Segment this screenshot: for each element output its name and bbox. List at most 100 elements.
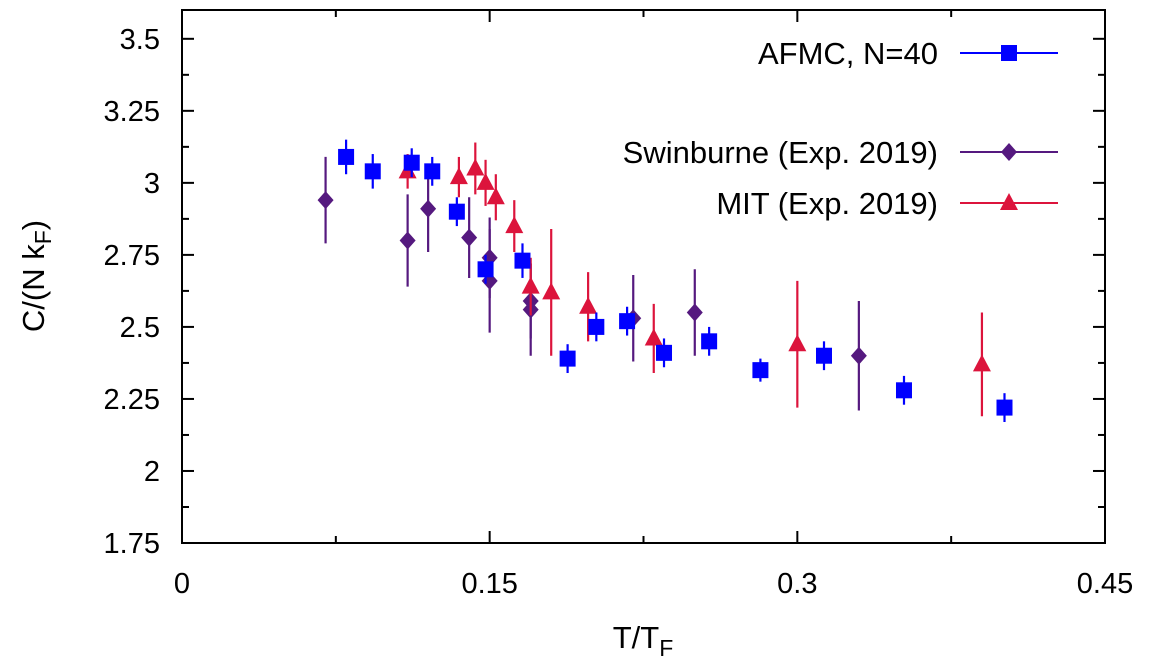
data-point — [542, 228, 561, 356]
data-series — [317, 139, 1013, 422]
point-marker — [420, 199, 437, 218]
data-point — [788, 280, 807, 408]
x-tick-label: 0.15 — [461, 568, 517, 600]
y-tick-label: 1.75 — [104, 528, 160, 560]
data-point — [850, 300, 867, 411]
data-point — [486, 174, 505, 221]
axis-ticks — [181, 10, 1106, 544]
point-marker — [752, 362, 769, 379]
x-tick-labels: 0 0.15 0.3 0.45 — [174, 568, 1133, 600]
legend: AFMC, N=40 Swinburne (Exp. 2019) MIT (Exp.… — [623, 36, 1058, 221]
y-tick-label: 3.5 — [120, 24, 160, 56]
data-point — [461, 197, 478, 278]
point-marker — [486, 187, 505, 205]
point-marker — [996, 399, 1013, 416]
data-point — [399, 194, 416, 287]
legend-marker — [1000, 193, 1018, 210]
legend-label: Swinburne (Exp. 2019) — [623, 135, 938, 170]
legend-item: Swinburne (Exp. 2019) — [623, 135, 1058, 170]
point-marker — [399, 231, 416, 250]
data-point — [521, 257, 540, 316]
point-marker — [619, 313, 636, 330]
point-marker — [364, 163, 381, 180]
point-marker — [514, 252, 531, 269]
y-axis-title-close: ) — [16, 220, 51, 230]
point-marker — [338, 148, 355, 165]
point-marker — [461, 228, 478, 247]
legend-marker — [1001, 45, 1017, 61]
data-point — [972, 312, 991, 417]
legend-label: MIT (Exp. 2019) — [716, 186, 938, 221]
y-tick-labels: 1.75 2 2.25 2.5 2.75 3 3.25 3.5 — [104, 24, 160, 560]
data-point — [338, 139, 355, 175]
y-tick-label: 3.25 — [104, 96, 160, 128]
data-point — [476, 159, 495, 206]
x-axis-title: T/TF — [613, 620, 674, 661]
data-point — [644, 303, 663, 374]
legend-item: MIT (Exp. 2019) — [716, 186, 1058, 221]
point-marker — [815, 347, 832, 364]
legend-label: AFMC, N=40 — [758, 36, 938, 71]
point-marker — [521, 276, 540, 294]
y-tick-label: 2.5 — [120, 312, 160, 344]
data-point — [619, 306, 636, 336]
point-marker — [449, 167, 468, 185]
data-point — [996, 393, 1013, 422]
data-point — [514, 243, 531, 278]
point-marker — [850, 346, 867, 365]
point-marker — [403, 154, 420, 171]
data-point — [420, 165, 437, 253]
point-marker — [476, 172, 495, 190]
data-point — [656, 338, 673, 368]
point-marker — [788, 334, 807, 352]
data-point — [424, 156, 441, 186]
data-point — [701, 326, 718, 356]
plot-frame — [181, 9, 1106, 544]
point-marker — [466, 158, 485, 176]
y-axis-title-sub: F — [30, 230, 56, 244]
y-tick-label: 3 — [144, 168, 160, 200]
point-marker — [656, 344, 673, 361]
data-point — [505, 200, 524, 253]
data-point — [317, 156, 334, 244]
data-point — [752, 358, 769, 382]
legend-marker — [1001, 143, 1017, 161]
data-point — [364, 154, 381, 189]
point-marker — [317, 191, 334, 210]
point-marker — [701, 333, 718, 350]
y-tick-label: 2 — [144, 456, 160, 488]
data-point — [481, 228, 498, 333]
x-axis-title-sub: F — [659, 635, 673, 661]
data-point — [579, 272, 598, 342]
data-point — [477, 254, 494, 284]
y-axis-title-main: C/(N k — [16, 244, 51, 332]
data-point — [448, 197, 465, 227]
data-point — [815, 341, 832, 371]
point-marker — [579, 296, 598, 314]
y-tick-label: 2.25 — [104, 384, 160, 416]
point-marker — [448, 203, 465, 220]
x-tick-label: 0.45 — [1077, 568, 1133, 600]
x-tick-label: 0 — [174, 568, 190, 600]
data-point — [686, 269, 703, 356]
point-marker — [505, 216, 524, 234]
point-marker — [686, 303, 703, 322]
x-tick-label: 0.3 — [777, 568, 817, 600]
data-point — [403, 148, 420, 178]
point-marker — [644, 328, 663, 346]
legend-item: AFMC, N=40 — [758, 36, 1058, 71]
y-axis-title: C/(N kF) — [16, 220, 56, 332]
point-marker — [542, 282, 561, 300]
point-marker — [559, 350, 576, 367]
point-marker — [895, 382, 912, 399]
point-marker — [477, 261, 494, 278]
data-point — [559, 344, 576, 374]
data-point — [588, 312, 605, 342]
data-point — [449, 156, 468, 198]
data-point — [895, 375, 912, 405]
data-point — [466, 142, 485, 195]
point-marker — [424, 163, 441, 180]
point-marker — [588, 318, 605, 335]
point-marker — [972, 354, 991, 372]
